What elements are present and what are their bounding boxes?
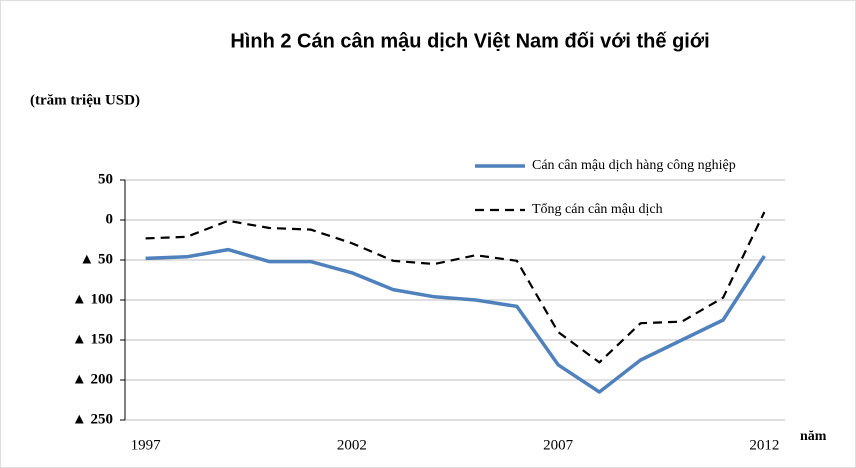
series-line: [145, 247, 766, 394]
x-tick-label: 2007: [543, 437, 574, 453]
x-axis-label: năm: [800, 429, 827, 444]
y-axis-label: (trăm triệu USD): [30, 92, 140, 108]
x-tick-label: 1997: [131, 437, 162, 453]
x-tick-label: 2012: [749, 437, 779, 453]
legend-label: Cán cân mậu dịch hàng công nghiệp: [532, 158, 736, 173]
series-line: [145, 211, 766, 364]
y-tick-label: 0: [106, 211, 114, 227]
chart-title: Hình 2 Cán cân mậu dịch Việt Nam đối với…: [230, 30, 709, 52]
y-tick-label: 50: [98, 171, 113, 187]
y-tick-label: ▲ 250: [72, 411, 113, 427]
x-tick-label: 2002: [337, 437, 367, 453]
y-tick-label: ▲ 200: [72, 371, 113, 387]
y-tick-label: ▲ 50: [79, 251, 113, 267]
y-tick-label: ▲ 100: [72, 291, 113, 307]
legend-label: Tổng cán cân mậu dịch: [532, 202, 663, 217]
y-tick-label: ▲ 150: [72, 331, 113, 347]
